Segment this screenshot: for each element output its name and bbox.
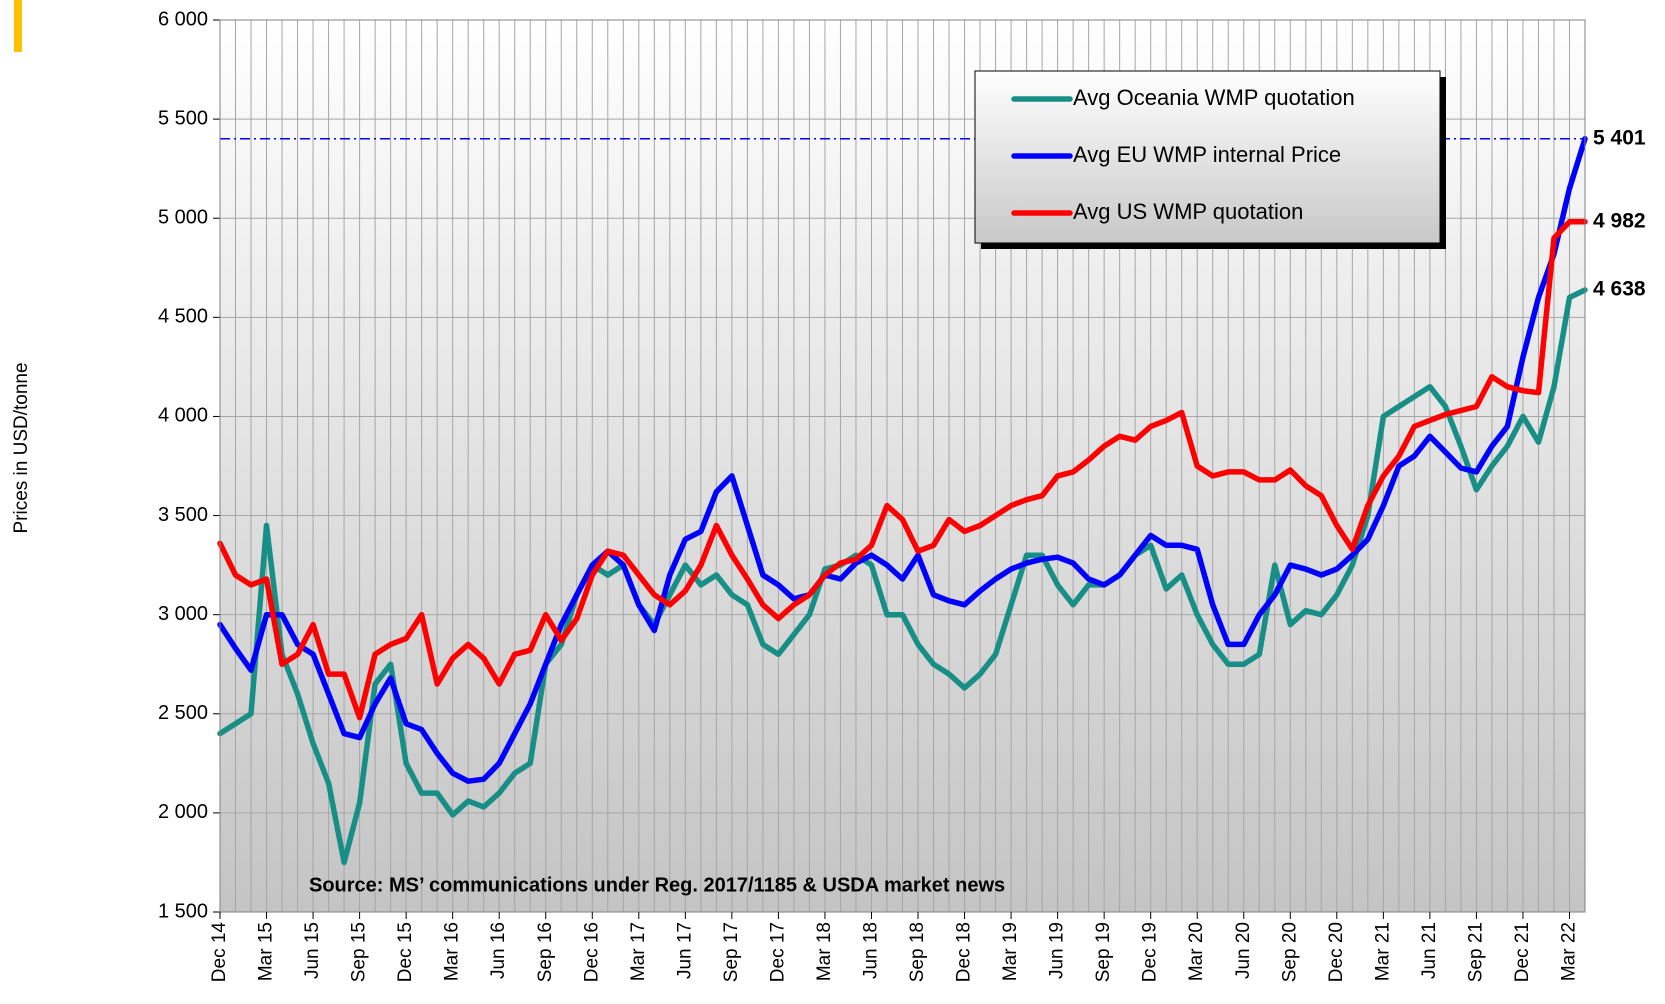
- y-tick-label: 5 500: [158, 107, 208, 129]
- legend: Avg Oceania WMP quotation Avg EU WMP inte…: [974, 70, 1446, 249]
- x-tick-label: Sep 16: [535, 922, 556, 982]
- x-tick-label: Jun 20: [1233, 922, 1254, 979]
- y-tick-label: 4 500: [158, 306, 208, 328]
- x-tick-label: Sep 21: [1465, 922, 1486, 982]
- source-annotation: Source: MS’ communications under Reg. 20…: [309, 874, 1005, 896]
- x-tick-label: Dec 19: [1140, 922, 1161, 982]
- y-tick-label: 2 500: [158, 702, 208, 724]
- x-tick-label: Mar 18: [814, 922, 835, 981]
- x-tick-label: Sep 15: [349, 922, 370, 982]
- y-tick-label: 3 500: [158, 504, 208, 526]
- x-tick-label: Mar 16: [442, 922, 463, 981]
- y-tick-label: 6 000: [158, 8, 208, 30]
- x-tick-label: Mar 15: [256, 922, 277, 981]
- y-tick-label: 3 000: [158, 603, 208, 625]
- x-tick-label: Jun 21: [1419, 922, 1440, 979]
- x-tick-label: Dec 15: [395, 922, 416, 982]
- x-tick-label: Dec 20: [1326, 922, 1347, 982]
- series-line: [217, 219, 1588, 721]
- plot-border: [219, 19, 1586, 913]
- y-tick-label: 5 000: [158, 207, 208, 229]
- x-tick-label: Mar 19: [1000, 922, 1021, 981]
- x-tick-label: Sep 20: [1279, 922, 1300, 982]
- legend-label: Avg EU WMP internal Price: [1073, 142, 1341, 167]
- end-value-label: 4 982: [1593, 209, 1646, 232]
- x-tick-label: Jun 17: [674, 922, 695, 979]
- y-axis-label: Prices in USD/tonne: [11, 362, 32, 533]
- x-tick-label: Mar 22: [1559, 922, 1580, 981]
- x-tick-label: Jun 18: [860, 922, 881, 979]
- y-tick-label: 2 000: [158, 801, 208, 823]
- x-tick-label: Jun 15: [302, 922, 323, 979]
- x-tick-label: Dec 16: [581, 922, 602, 982]
- decoration-bar: [14, 0, 22, 52]
- legend-label: Avg US WMP quotation: [1073, 199, 1303, 224]
- x-tick-label: Jun 19: [1047, 922, 1068, 979]
- end-value-label: 4 638: [1593, 278, 1646, 301]
- x-tick-label: Mar 17: [628, 922, 649, 981]
- legend-label: Avg Oceania WMP quotation: [1073, 85, 1355, 110]
- end-value-label: 5 401: [1593, 126, 1646, 149]
- x-tick-label: Dec 18: [954, 922, 975, 982]
- y-tick-label: 1 500: [158, 900, 208, 922]
- x-tick-label: Dec 21: [1512, 922, 1533, 982]
- x-tick-label: Mar 21: [1372, 922, 1393, 981]
- y-tick-label: 4 000: [158, 405, 208, 427]
- x-tick-label: Sep 19: [1093, 922, 1114, 982]
- x-tick-label: Sep 18: [907, 922, 928, 982]
- x-tick-label: Sep 17: [721, 922, 742, 982]
- x-tick-label: Dec 14: [209, 922, 230, 983]
- x-tick-label: Mar 20: [1186, 922, 1207, 981]
- x-tick-label: Dec 17: [767, 922, 788, 982]
- x-tick-label: Jun 16: [488, 922, 509, 979]
- series-line: [217, 135, 1588, 784]
